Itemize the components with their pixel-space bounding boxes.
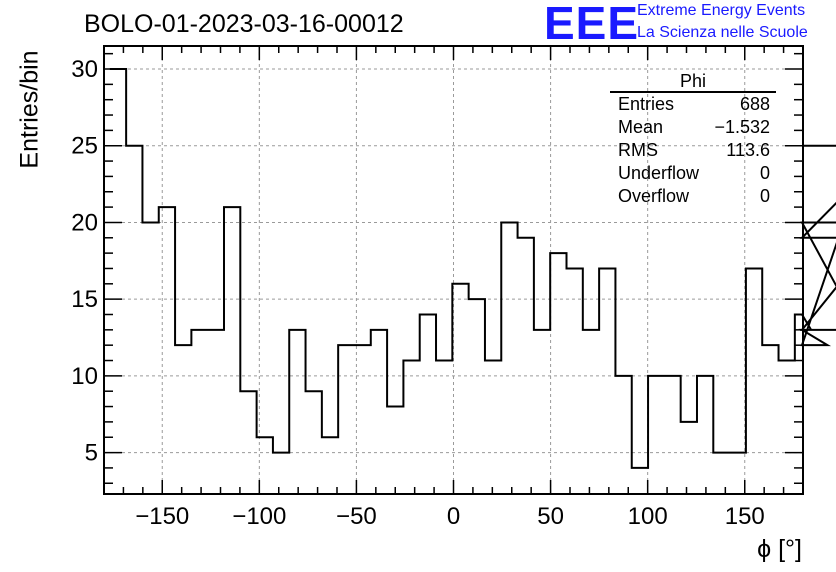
x-tick-label: 0 (447, 503, 460, 530)
x-axis-label: ϕ [°] (757, 535, 802, 564)
stats-label: Entries (618, 94, 674, 114)
stats-value: 113.6 (726, 140, 770, 160)
y-tick-label: 25 (71, 133, 98, 160)
x-tick-label: 150 (725, 503, 765, 530)
y-tick-labels: 5 10 15 20 25 30 (71, 56, 98, 467)
x-tick-label: −50 (336, 503, 377, 530)
y-tick-label: 5 (85, 440, 98, 467)
chart-title: BOLO-01-2023-03-16-00012 (84, 10, 404, 39)
stats-label: Underflow (618, 163, 700, 183)
y-tick-label: 30 (71, 56, 98, 83)
stats-value: 0 (760, 186, 770, 206)
x-tick-labels: −150 −100 −50 0 50 100 150 (135, 503, 765, 530)
logo-line-2: La Scienza nelle Scuole (637, 24, 808, 42)
stats-value: 0 (760, 163, 770, 183)
stats-value: −1.532 (714, 117, 770, 137)
histogram-bins (110, 69, 803, 469)
y-tick-label: 20 (71, 209, 98, 236)
y-tick-label: 10 (71, 363, 98, 390)
eee-logo: EEE (544, 0, 639, 46)
stats-label: RMS (618, 140, 658, 160)
stats-title: Phi (680, 71, 706, 91)
logo-line-1: Extreme Energy Events (637, 2, 805, 20)
stats-label: Mean (618, 117, 663, 137)
stats-value: 688 (740, 94, 770, 114)
y-tick-label: 15 (71, 286, 98, 313)
y-axis-label: Entries/bin (16, 40, 45, 180)
stats-box: Phi Entries 688 Mean −1.532 RMS 113.6 Underflow… (610, 71, 776, 206)
x-tick-label: −150 (135, 503, 189, 530)
grid-lines (104, 46, 803, 494)
x-tick-label: 50 (537, 503, 564, 530)
stats-label: Overflow (618, 186, 690, 206)
x-tick-label: 100 (628, 503, 668, 530)
x-tick-label: −100 (232, 503, 286, 530)
